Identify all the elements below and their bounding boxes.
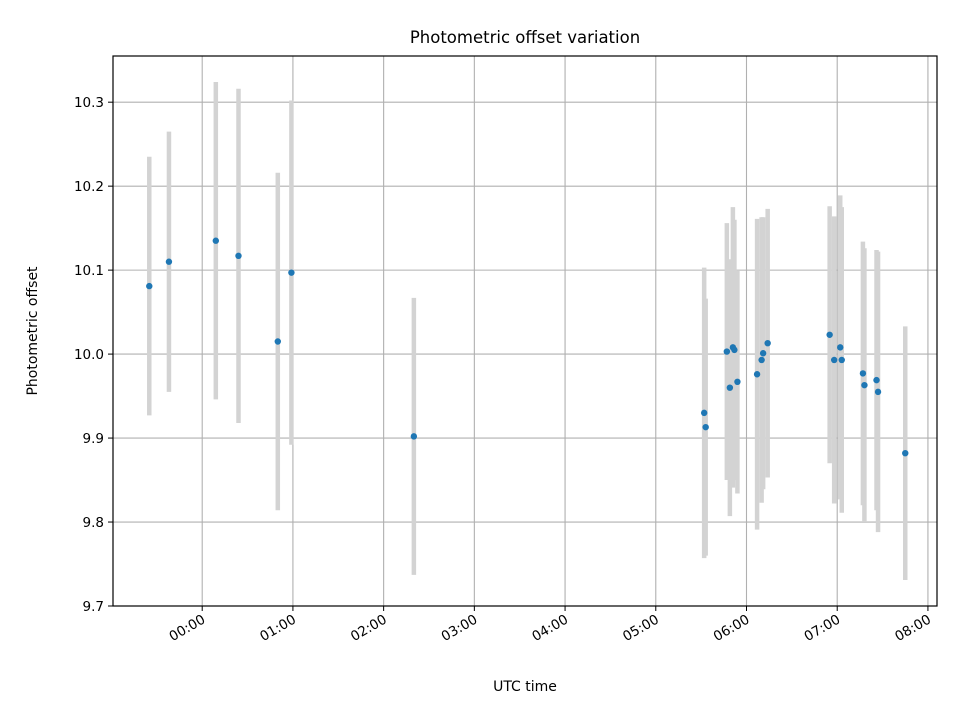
data-point bbox=[165, 258, 173, 265]
data-point bbox=[826, 331, 833, 338]
data-point bbox=[700, 409, 708, 417]
data-point bbox=[753, 371, 761, 378]
x-axis-label: UTC time bbox=[493, 679, 557, 695]
data-point bbox=[212, 237, 220, 244]
y-tick-label: 10.2 bbox=[74, 179, 104, 195]
data-point bbox=[726, 384, 734, 391]
data-point bbox=[830, 356, 838, 364]
data-point bbox=[702, 423, 709, 431]
data-point bbox=[723, 348, 731, 355]
data-point bbox=[859, 370, 867, 377]
data-point bbox=[902, 449, 909, 457]
y-tick-label: 10.0 bbox=[74, 347, 104, 363]
data-point bbox=[758, 356, 765, 364]
data-point bbox=[274, 338, 281, 345]
data-point bbox=[837, 344, 844, 351]
y-tick-label: 9.9 bbox=[83, 431, 104, 447]
data-point bbox=[874, 388, 882, 396]
data-point bbox=[146, 282, 153, 290]
plot-area-frame bbox=[112, 55, 938, 607]
data-point bbox=[410, 433, 418, 440]
y-axis-ticks: 9.7 9.8 9.9 10.0 10.1 10.2 10.3 bbox=[74, 95, 113, 615]
grid bbox=[113, 56, 937, 607]
y-tick-label: 10.1 bbox=[74, 263, 104, 279]
data-point bbox=[731, 346, 738, 354]
data-point bbox=[734, 378, 741, 386]
data-point bbox=[764, 339, 771, 347]
data-point bbox=[873, 376, 880, 384]
data-points bbox=[146, 237, 909, 457]
data-point bbox=[288, 269, 295, 276]
y-tick-label: 10.3 bbox=[74, 95, 104, 111]
data-point bbox=[838, 356, 845, 364]
y-axis-label: Photometric offset bbox=[25, 266, 41, 396]
y-tick-label: 9.8 bbox=[83, 515, 104, 531]
data-point bbox=[759, 350, 767, 357]
chart-title: Photometric offset variation bbox=[410, 28, 640, 47]
y-tick-label: 9.7 bbox=[83, 599, 104, 615]
data-point bbox=[861, 381, 868, 389]
data-point bbox=[235, 252, 242, 260]
